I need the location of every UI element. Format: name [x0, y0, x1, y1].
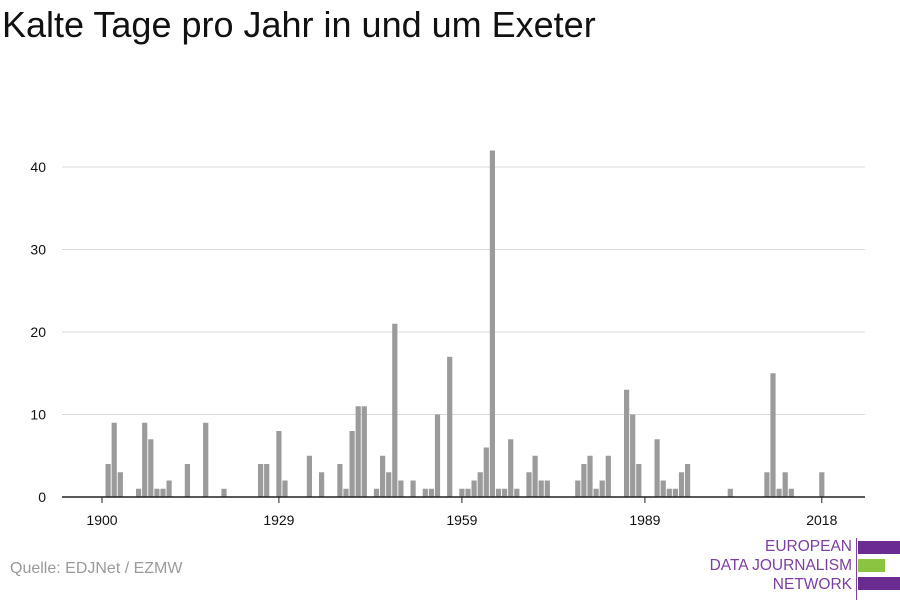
bar-1980: [587, 455, 593, 497]
x-tick-label: 1989: [629, 512, 660, 528]
bar-1981: [593, 488, 599, 497]
bar-1996: [685, 464, 691, 497]
axes: 0 10 20 30 40 1900 1929 1959 1989 2018: [30, 159, 865, 528]
bar-1979: [581, 464, 587, 497]
y-tick-label: 30: [30, 242, 46, 258]
bar-1995: [678, 472, 685, 497]
bar-1947: [386, 472, 392, 497]
edjnet-logo: EUROPEAN DATA JOURNALISM NETWORK: [700, 538, 900, 600]
y-tick-label: 40: [30, 159, 46, 175]
bar-2012: [782, 472, 788, 497]
x-tick-label: 2018: [806, 512, 837, 528]
bar-1940: [343, 488, 349, 497]
bar-1911: [166, 480, 172, 497]
logo-line-3: NETWORK: [772, 576, 852, 593]
bar-1908: [148, 439, 154, 497]
bar-1946: [380, 455, 386, 497]
bar-1955: [434, 414, 441, 497]
bar-1927: [264, 464, 270, 497]
bar-1945: [373, 488, 380, 497]
bar-1983: [605, 455, 611, 497]
bar-1929: [276, 431, 282, 497]
bar-1939: [337, 464, 343, 497]
bar-1971: [532, 455, 538, 497]
y-tick-label: 20: [30, 324, 46, 340]
bar-1994: [672, 488, 678, 497]
bars: [105, 150, 825, 497]
bar-1936: [319, 472, 325, 497]
bar-2011: [776, 488, 782, 497]
bar-1942: [355, 406, 361, 497]
logo-divider: [856, 538, 857, 600]
bar-1986: [624, 389, 630, 497]
bar-1967: [508, 439, 514, 497]
bar-1941: [349, 431, 355, 497]
bar-1930: [282, 480, 288, 497]
bar-1920: [221, 488, 227, 497]
bar-1949: [398, 480, 404, 497]
bar-2013: [788, 488, 794, 497]
bar-1961: [471, 480, 477, 497]
y-tick-label: 10: [30, 407, 46, 423]
logo-bar-purple-bottom: [858, 577, 900, 590]
bar-1972: [538, 480, 544, 497]
bar-1926: [258, 464, 264, 497]
bar-1957: [447, 356, 453, 497]
logo-bar-purple-top: [858, 541, 900, 554]
bar-2009: [764, 472, 770, 497]
bar-1992: [660, 480, 666, 497]
logo-line-1: EUROPEAN: [765, 538, 852, 555]
bar-2018: [819, 472, 825, 497]
bar-1993: [666, 488, 672, 497]
logo-line-2: DATA JOURNALISM: [709, 557, 852, 574]
source-note: Quelle: EDJNet / EZMW: [10, 560, 183, 577]
bar-1951: [410, 480, 416, 497]
bar-1973: [544, 480, 550, 497]
bar-1959: [459, 488, 465, 497]
bar-1982: [599, 480, 605, 497]
bar-1987: [630, 414, 636, 497]
bar-1943: [361, 406, 367, 497]
bar-chart: 0 10 20 30 40 1900 1929 1959 1989 2018: [30, 150, 865, 528]
x-tick-label: 1929: [263, 512, 294, 528]
bar-1962: [477, 472, 483, 497]
bar-1906: [136, 488, 142, 497]
bar-1970: [526, 472, 532, 497]
bar-1963: [483, 447, 489, 497]
bar-1909: [154, 488, 160, 497]
bar-1903: [117, 472, 123, 497]
bar-1978: [575, 480, 581, 497]
bar-1934: [306, 455, 312, 497]
bar-1914: [184, 464, 190, 497]
bar-2003: [727, 488, 733, 497]
logo-bar-green: [858, 559, 885, 572]
chart-title: Kalte Tage pro Jahr in und um Exeter: [2, 4, 596, 45]
bar-1968: [514, 488, 520, 497]
bar-1954: [428, 488, 434, 497]
x-tick-label: 1900: [86, 512, 117, 528]
bar-1907: [142, 422, 148, 497]
bar-1902: [111, 422, 117, 497]
bar-1964: [489, 150, 495, 497]
bar-1948: [392, 323, 398, 497]
bar-1966: [502, 488, 508, 497]
bar-2010: [770, 373, 776, 497]
x-tick-label: 1959: [446, 512, 477, 528]
bar-1965: [495, 488, 502, 497]
y-tick-label: 0: [38, 489, 46, 505]
bar-1910: [160, 488, 166, 497]
bar-1917: [203, 422, 209, 497]
bar-1960: [465, 488, 471, 497]
bar-1901: [105, 464, 111, 497]
gridlines: [62, 166, 865, 415]
bar-1991: [654, 439, 660, 497]
bar-1953: [422, 488, 428, 497]
bar-1988: [636, 464, 642, 497]
